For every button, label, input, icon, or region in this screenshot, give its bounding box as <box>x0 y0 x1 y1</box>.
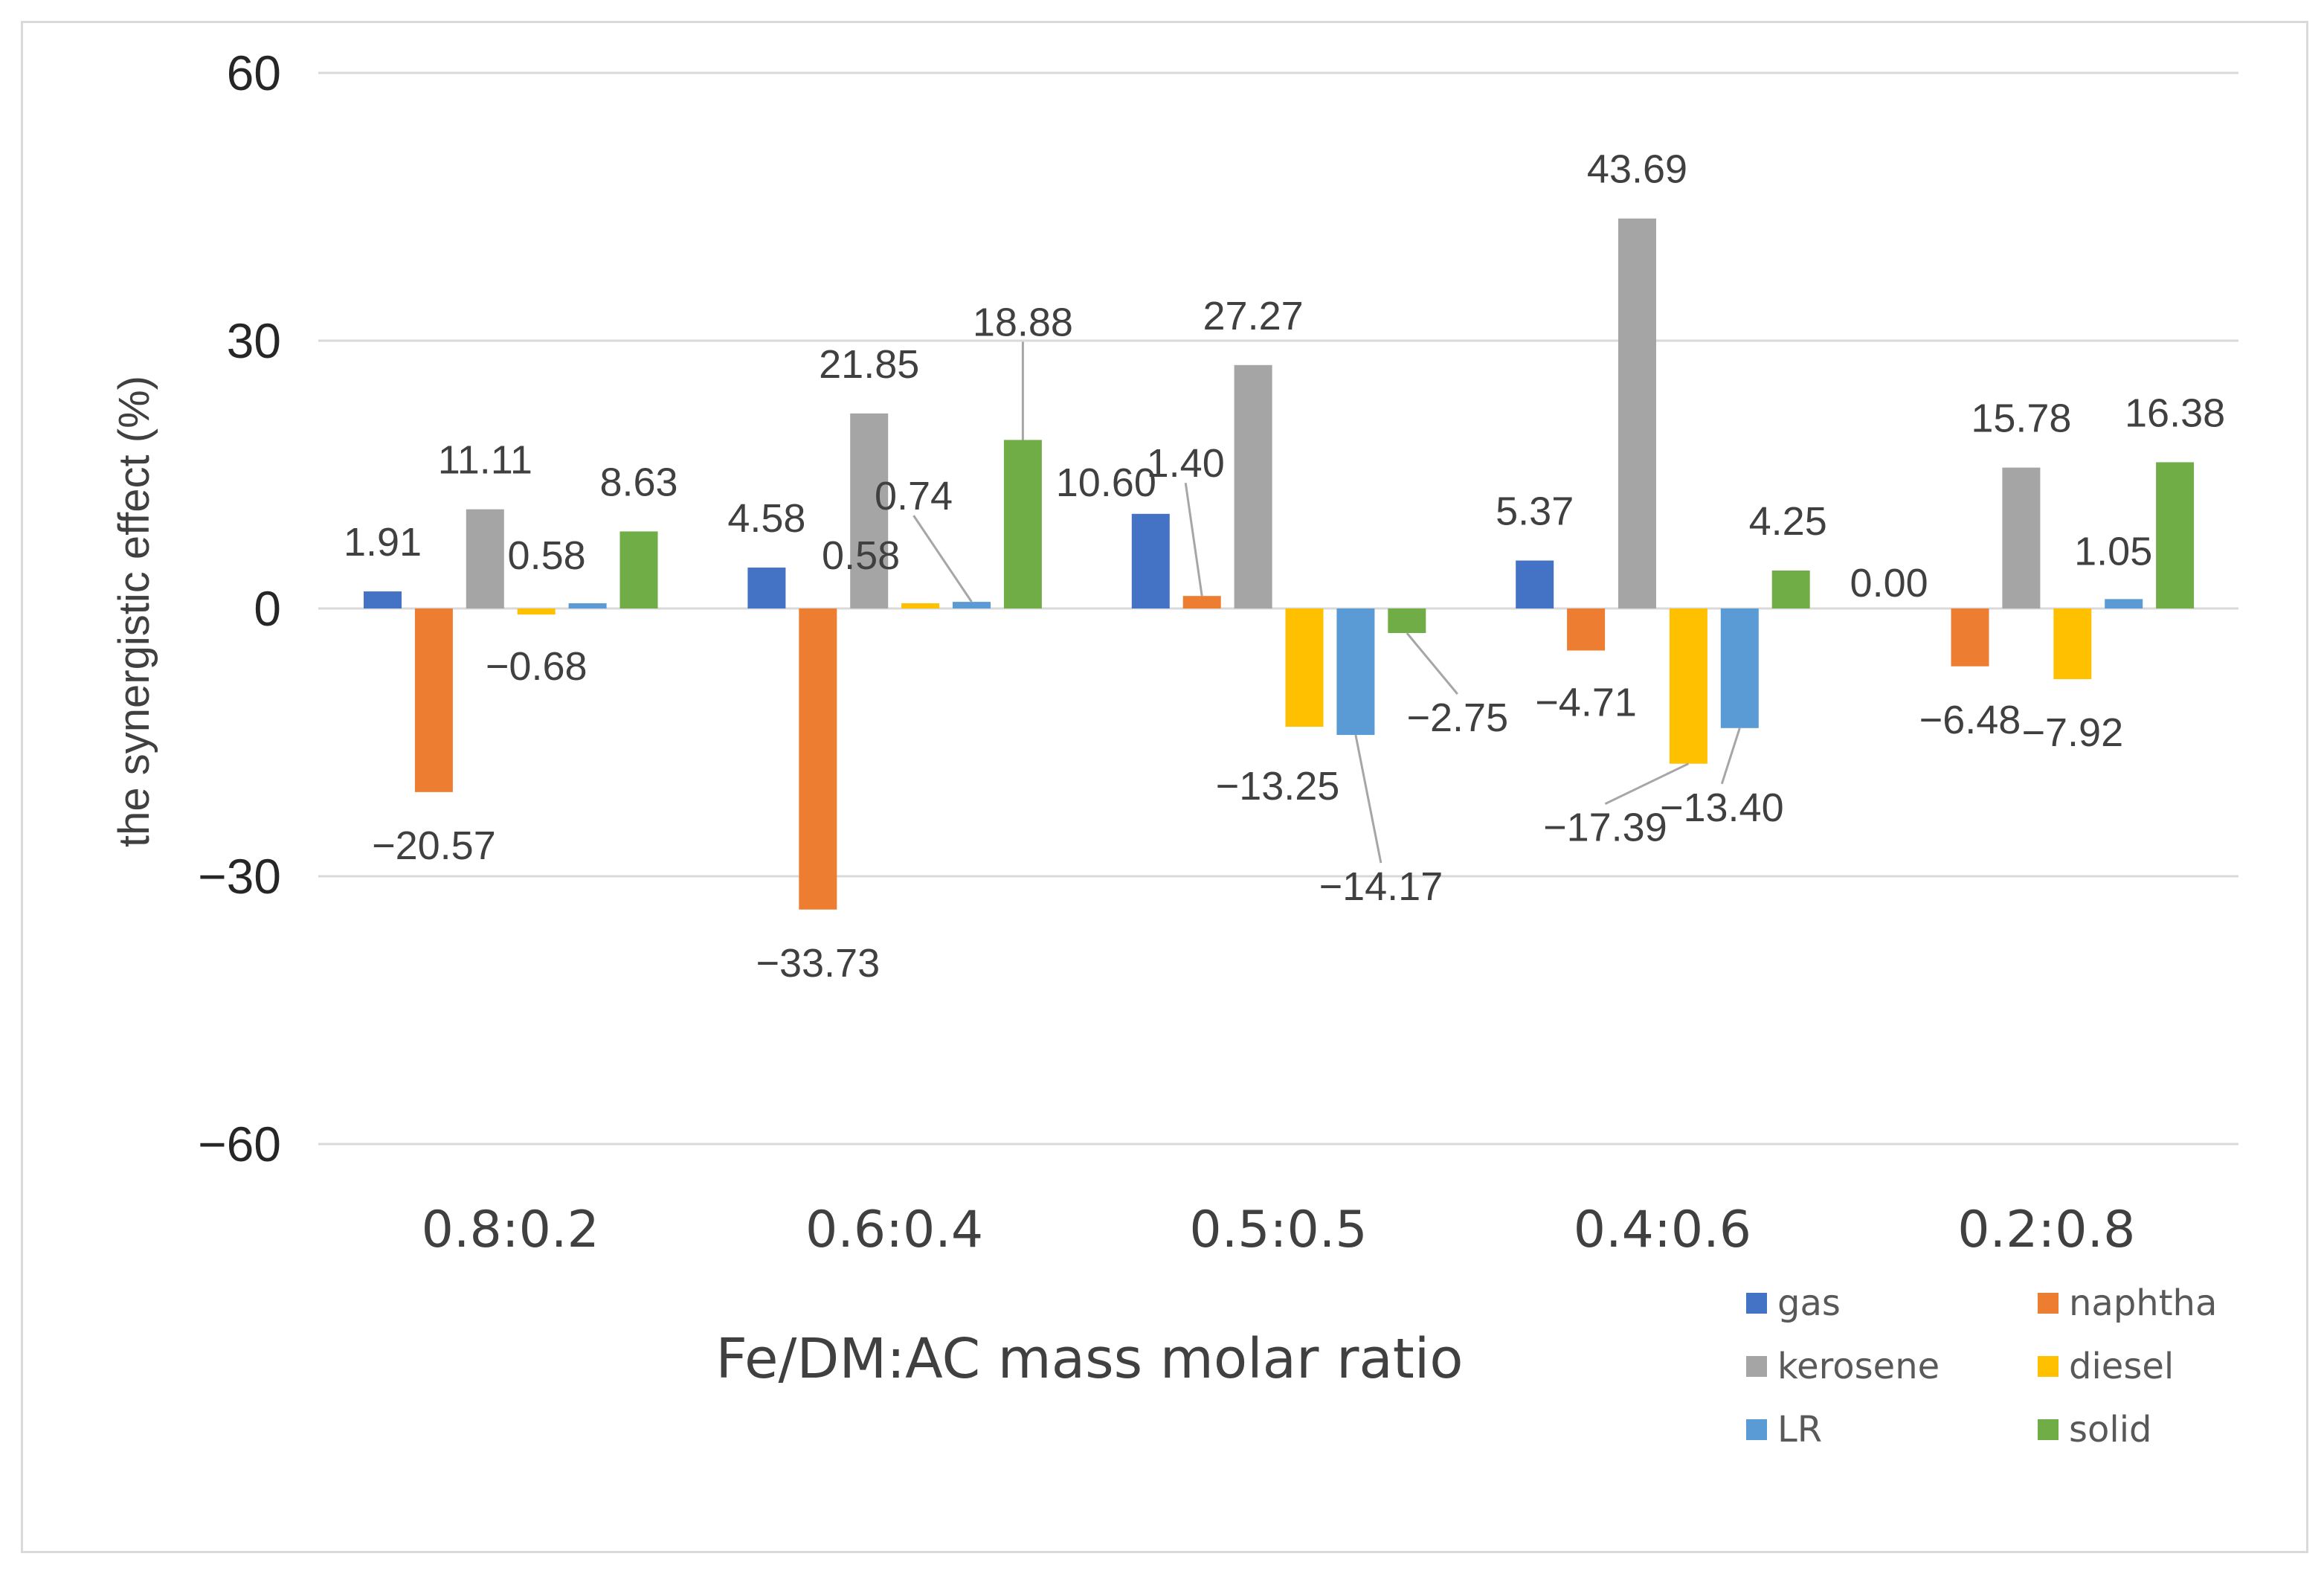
data-label: 16.38 <box>2125 391 2225 435</box>
legend-swatch-gas <box>1746 1293 1767 1314</box>
y-axis-title: the synergistic effect (%) <box>110 376 158 847</box>
leader-lines <box>912 341 1741 864</box>
data-label: 0.58 <box>508 533 586 578</box>
leader-line <box>912 515 973 603</box>
bar-diesel <box>1669 608 1707 764</box>
y-tick-label: −60 <box>198 1117 281 1172</box>
data-label: 1.05 <box>2074 529 2152 574</box>
data-label: −6.48 <box>1919 698 2021 742</box>
data-label: 18.88 <box>973 300 1073 344</box>
leader-line <box>1354 734 1383 864</box>
data-label: 15.78 <box>1971 396 2071 441</box>
data-label: −4.71 <box>1535 681 1637 725</box>
bar-kerosene <box>1234 364 1272 608</box>
bar-naphtha <box>414 608 453 792</box>
bar-solid <box>2156 462 2195 608</box>
x-tick-label: 0.4:0.6 <box>1574 1201 1751 1259</box>
legend-swatch-diesel <box>2038 1356 2059 1377</box>
chart-frame <box>21 21 2308 1553</box>
legend-label-kerosene: kerosene <box>1777 1346 1940 1387</box>
legend: gas naphtha kerosene diesel LR solid <box>1746 1282 2217 1450</box>
y-tick-label: 0 <box>254 581 281 636</box>
bars <box>364 218 2195 910</box>
x-axis-categories: 0.8:0.2 0.6:0.4 0.5:0.5 0.4:0.6 0.2:0.8 <box>422 1201 2136 1259</box>
leader-line <box>1406 632 1458 695</box>
bar-solid <box>1771 571 1810 608</box>
data-label: −20.57 <box>372 823 496 868</box>
legend-swatch-lr <box>1746 1419 1767 1440</box>
data-label: −13.40 <box>1660 786 1784 830</box>
data-label: −33.73 <box>756 941 880 986</box>
data-label: 0.58 <box>822 533 900 578</box>
bar-diesel <box>2053 608 2092 680</box>
data-label: −13.25 <box>1216 764 1340 809</box>
data-label: 0.74 <box>875 474 953 518</box>
bar-kerosene <box>850 413 889 608</box>
bar-kerosene <box>466 509 504 608</box>
bar-lr <box>1720 608 1759 728</box>
bar-lr <box>1336 608 1375 736</box>
bar-kerosene <box>1618 218 1656 609</box>
bar-solid <box>1003 440 1042 608</box>
y-axis-ticks: 60 30 0 −30 −60 <box>198 45 281 1172</box>
bar-gas <box>1516 560 1554 608</box>
data-label: 5.37 <box>1496 489 1574 534</box>
data-label: 11.11 <box>438 438 532 483</box>
x-tick-label: 0.6:0.4 <box>805 1201 983 1259</box>
y-tick-label: 30 <box>227 313 281 368</box>
legend-label-diesel: diesel <box>2069 1346 2174 1387</box>
bar-diesel <box>901 603 940 608</box>
legend-swatch-kerosene <box>1746 1356 1767 1377</box>
bar-solid <box>619 531 658 608</box>
bar-diesel <box>1285 608 1324 727</box>
x-tick-label: 0.8:0.2 <box>422 1201 599 1259</box>
bar-naphtha <box>1567 608 1606 651</box>
data-label: 8.63 <box>599 460 677 504</box>
data-labels: 1.91 4.58 10.60 5.37 0.00 −20.57 −33.73 1.40 −4.… <box>344 147 2225 986</box>
data-label: 27.27 <box>1203 294 1304 338</box>
bar-lr <box>953 602 991 608</box>
legend-swatch-solid <box>2038 1419 2059 1440</box>
bar-naphtha <box>799 608 837 910</box>
data-label: −0.68 <box>486 644 588 689</box>
bar-lr <box>2105 599 2143 608</box>
leader-line <box>1184 482 1203 597</box>
data-label: 21.85 <box>819 342 919 387</box>
bar-gas <box>1131 513 1170 608</box>
bar-naphtha <box>1182 596 1221 608</box>
bar-gas <box>364 591 402 608</box>
data-label: 4.58 <box>727 496 805 541</box>
bar-solid <box>1388 608 1426 633</box>
x-tick-label: 0.5:0.5 <box>1189 1201 1367 1259</box>
data-label: 1.40 <box>1147 441 1225 486</box>
legend-label-lr: LR <box>1777 1409 1822 1450</box>
data-label: 10.60 <box>1056 460 1156 505</box>
data-label: 43.69 <box>1587 147 1687 192</box>
legend-label-naphtha: naphtha <box>2069 1282 2217 1324</box>
leader-line <box>1604 762 1690 806</box>
x-axis-title: Fe/DM:AC mass molar ratio <box>715 1327 1463 1391</box>
bar-kerosene <box>2002 467 2041 608</box>
bar-gas <box>747 568 786 608</box>
leader-line <box>1720 727 1741 785</box>
data-label: −14.17 <box>1319 864 1443 909</box>
bar-lr <box>568 603 607 608</box>
data-label: −7.92 <box>2021 710 2123 755</box>
data-label: −17.39 <box>1543 806 1667 850</box>
bar-diesel <box>517 608 556 615</box>
x-tick-label: 0.2:0.8 <box>1957 1201 2135 1259</box>
data-label: 1.91 <box>344 520 422 565</box>
legend-label-solid: solid <box>2069 1409 2152 1450</box>
data-label: 0.00 <box>1850 561 1928 605</box>
bar-naphtha <box>1951 608 1989 666</box>
y-tick-label: −30 <box>198 849 281 904</box>
legend-swatch-naphtha <box>2038 1293 2059 1314</box>
data-label: 4.25 <box>1749 499 1827 544</box>
y-tick-label: 60 <box>227 45 281 100</box>
data-label: −2.75 <box>1406 695 1508 740</box>
legend-label-gas: gas <box>1777 1282 1841 1324</box>
